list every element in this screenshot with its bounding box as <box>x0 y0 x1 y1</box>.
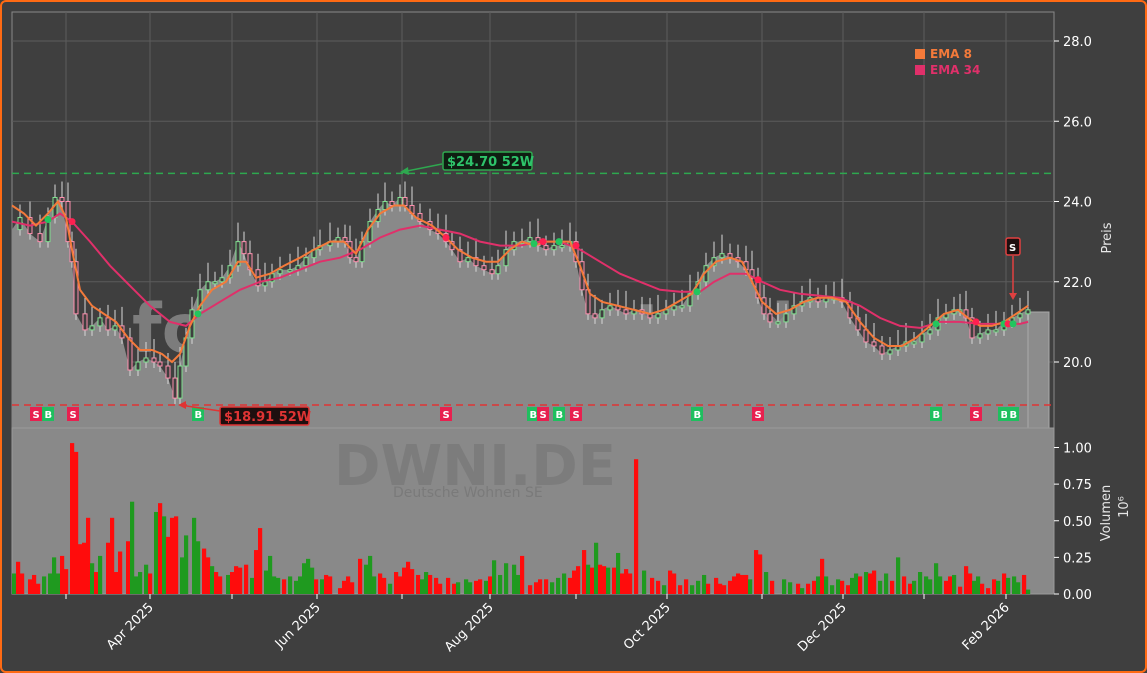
svg-text:S: S <box>70 410 77 421</box>
legend: EMA 8 EMA 34 <box>915 47 980 77</box>
x-tick-label: Oct 2025 <box>621 600 674 653</box>
price-tick-label: 22.0 <box>1063 276 1092 291</box>
buy-signal-badge: B <box>553 407 565 421</box>
volume-tick-label: 1.00 <box>1063 442 1092 457</box>
buy-signal-badge: B <box>1007 407 1019 421</box>
ema8-legend-swatch <box>915 49 925 59</box>
high-52w-label: $24.70 52W <box>447 155 534 170</box>
svg-text:B: B <box>45 410 53 421</box>
low-52w-label: $18.91 52W <box>224 410 311 425</box>
price-tick-label: 28.0 <box>1063 35 1092 50</box>
volume-tick-label: 0.75 <box>1063 478 1092 493</box>
ema34-legend-label: EMA 34 <box>930 63 980 77</box>
buy-signal-badge: B <box>42 407 54 421</box>
buy-signal-badge: B <box>930 407 942 421</box>
latest-sell-annotation: S <box>1005 237 1021 300</box>
x-tick-label: Dec 2025 <box>795 600 850 655</box>
volume-tick-label: 0.50 <box>1063 515 1092 530</box>
sell-signal-badge: S <box>67 407 79 421</box>
x-tick-label: Apr 2025 <box>104 600 157 653</box>
buy-signal-badge: B <box>691 407 703 421</box>
high-52w-annotation: $24.70 52W <box>400 151 534 175</box>
svg-text:S: S <box>973 410 980 421</box>
sell-signal-badge: S <box>970 407 982 421</box>
volume-axis-label: Volumen <box>1099 485 1114 542</box>
buy-signal-badge: B <box>192 407 204 421</box>
svg-text:B: B <box>195 410 203 421</box>
price-tick-label: 20.0 <box>1063 356 1092 371</box>
svg-text:S: S <box>443 410 450 421</box>
buy-signal-badge: B <box>527 407 539 421</box>
price-tick-label: 24.0 <box>1063 196 1092 211</box>
ema34-legend-swatch <box>915 65 925 75</box>
svg-text:B: B <box>1010 410 1018 421</box>
volume-bars <box>12 443 1031 594</box>
sell-signal-badge: S <box>570 407 582 421</box>
price-axis-label: Preis <box>1100 222 1115 253</box>
volume-tick-label: 0.25 <box>1063 551 1092 566</box>
svg-text:B: B <box>530 410 538 421</box>
company-watermark: Deutsche Wohnen SE <box>393 485 543 501</box>
ema34-line <box>11 212 1029 329</box>
svg-text:S: S <box>540 410 547 421</box>
volume-multiplier: 10⁶ <box>1117 496 1132 518</box>
volume-panel: DWNI.DE Deutsche Wohnen SE 0.000.250.500… <box>11 427 1132 603</box>
sell-signal-badge: S <box>752 407 764 421</box>
sell-signal-badge: S <box>30 407 42 421</box>
cross-markers <box>44 216 1017 328</box>
last-price-block <box>1027 311 1050 429</box>
svg-text:B: B <box>1001 410 1009 421</box>
ema8-line <box>11 199 1029 364</box>
x-tick-label: Jun 2025 <box>272 600 324 652</box>
svg-text:S: S <box>33 410 40 421</box>
ticker-watermark: DWNI.DE <box>334 434 616 499</box>
x-tick-label: Aug 2025 <box>442 600 497 655</box>
svg-text:B: B <box>694 410 702 421</box>
close-area <box>12 197 1028 428</box>
svg-text:B: B <box>556 410 564 421</box>
x-axis-ticks: Apr 2025 Jun 2025 Aug 2025 Oct 2025 Dec 2025… <box>65 594 1013 655</box>
latest-sell-label: S <box>1009 243 1016 254</box>
svg-text:B: B <box>933 410 941 421</box>
price-tick-label: 26.0 <box>1063 115 1092 130</box>
svg-text:S: S <box>573 410 580 421</box>
low-52w-annotation: $18.91 52W <box>178 401 311 426</box>
sell-signal-badge: S <box>537 407 549 421</box>
svg-text:S: S <box>755 410 762 421</box>
ema8-legend-label: EMA 8 <box>930 47 972 61</box>
volume-axis-ticks: 0.00 0.25 0.50 0.75 1.00 <box>1054 442 1092 603</box>
sell-signal-badge: S <box>440 407 452 421</box>
price-axis-ticks: 20.0 22.0 24.0 26.0 28.0 <box>1054 35 1092 371</box>
x-tick-label: Feb 2026 <box>960 600 1013 653</box>
volume-tick-label: 0.00 <box>1063 588 1092 603</box>
